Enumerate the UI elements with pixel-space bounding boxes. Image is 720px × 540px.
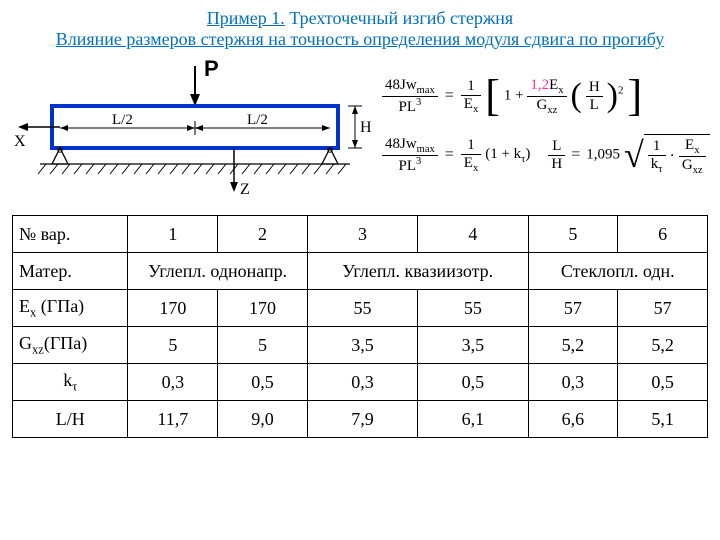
cell-header-LH: L/H	[13, 401, 128, 438]
beam-diagram: P X Z H L/2	[12, 56, 372, 211]
cell: 6,1	[418, 401, 528, 438]
cell: Углепл. однонапр.	[128, 253, 307, 290]
label-L2-left: L/2	[112, 112, 133, 128]
cell: 0,5	[218, 364, 308, 401]
cell: 3,5	[307, 327, 417, 364]
cell: 5,1	[618, 401, 708, 438]
cell: 55	[418, 290, 528, 327]
cell: 0,3	[528, 364, 618, 401]
label-Z: Z	[240, 181, 250, 198]
cell: Углепл. квазиизотр.	[307, 253, 528, 290]
cell: 9,0	[218, 401, 308, 438]
cell: 0,3	[307, 364, 417, 401]
cell: 6	[618, 216, 708, 253]
table-row: Gxz(ГПа) 5 5 3,5 3,5 5,2 5,2	[13, 327, 708, 364]
cell-header-Ex: Ex (ГПа)	[13, 290, 128, 327]
cell-header-mat: Матер.	[13, 253, 128, 290]
table-row: L/H 11,7 9,0 7,9 6,1 6,6 5,1	[13, 401, 708, 438]
formulas-block: 48Jwmax PL3 = 1 Ex [ 1 + 1,2Ex Gxz ( H L…	[382, 56, 710, 192]
support-right	[322, 148, 338, 164]
support-left	[52, 148, 68, 164]
cell: 57	[618, 290, 708, 327]
cell: 55	[307, 290, 417, 327]
cell: 5	[218, 327, 308, 364]
cell: 57	[528, 290, 618, 327]
cell: 3,5	[418, 327, 528, 364]
title-line-2: Влияние размеров стержня на точность опр…	[12, 29, 708, 50]
cell: 5	[128, 327, 218, 364]
cell: 170	[218, 290, 308, 327]
title-prefix: Пример 1.	[207, 8, 285, 28]
cell: 0,5	[418, 364, 528, 401]
cell-header-var: № вар.	[13, 216, 128, 253]
cell: 170	[128, 290, 218, 327]
cell: 3	[307, 216, 417, 253]
table-row: № вар. 1 2 3 4 5 6	[13, 216, 708, 253]
cell: 6,6	[528, 401, 618, 438]
title-line-1: Пример 1. Трехточечный изгиб стержня	[12, 8, 708, 29]
cell: 7,9	[307, 401, 417, 438]
label-L2-right: L/2	[247, 112, 268, 128]
cell-header-kt: kτ	[13, 364, 128, 401]
ground-hatch	[38, 164, 346, 174]
cell: 0,3	[128, 364, 218, 401]
table-row: Ex (ГПа) 170 170 55 55 57 57	[13, 290, 708, 327]
equation-2b: L H = 1,095 √ 1 kτ · Ex Gxz	[548, 134, 709, 176]
cell: 5	[528, 216, 618, 253]
cell: 2	[218, 216, 308, 253]
title-rest: Трехточечный изгиб стержня	[285, 8, 513, 28]
label-H: H	[360, 119, 372, 136]
cell-header-Gxz: Gxz(ГПа)	[13, 327, 128, 364]
cell: Стеклопл. одн.	[528, 253, 707, 290]
equation-2-row: 48Jwmax PL3 = 1 Ex (1 + kτ) L H = 1,095 …	[382, 134, 710, 192]
data-table: № вар. 1 2 3 4 5 6 Матер. Углепл. однона…	[12, 215, 708, 438]
cell: 1	[128, 216, 218, 253]
table-row: kτ 0,3 0,5 0,3 0,5 0,3 0,5	[13, 364, 708, 401]
cell: 0,5	[618, 364, 708, 401]
table-row: Матер. Углепл. однонапр. Углепл. квазииз…	[13, 253, 708, 290]
equation-1: 48Jwmax PL3 = 1 Ex [ 1 + 1,2Ex Gxz ( H L…	[382, 74, 710, 118]
cell: 5,2	[618, 327, 708, 364]
label-P: P	[204, 56, 219, 81]
cell: 4	[418, 216, 528, 253]
equation-2a: 48Jwmax PL3 = 1 Ex (1 + kτ)	[382, 136, 530, 175]
label-X: X	[14, 133, 26, 150]
cell: 11,7	[128, 401, 218, 438]
cell: 5,2	[528, 327, 618, 364]
